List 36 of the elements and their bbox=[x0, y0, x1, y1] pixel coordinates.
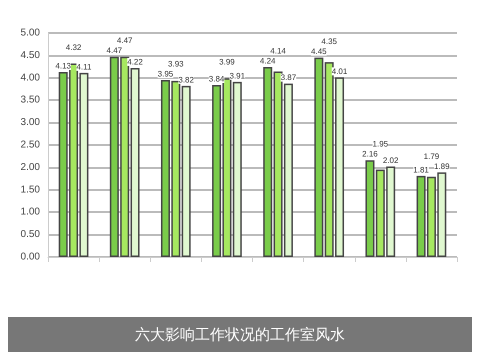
data-label: 3.91 bbox=[230, 71, 246, 80]
data-label: 3.99 bbox=[219, 58, 236, 67]
y-tick-label: 4.00 bbox=[20, 72, 40, 84]
y-tick-label: 3.00 bbox=[20, 117, 40, 128]
data-label: 4.22 bbox=[127, 57, 144, 66]
data-label: 3.84 bbox=[208, 74, 225, 84]
data-label: 4.24 bbox=[260, 56, 276, 66]
data-label: 4.32 bbox=[66, 42, 82, 52]
data-label: 1.95 bbox=[372, 140, 389, 149]
data-label: 4.01 bbox=[332, 66, 348, 76]
data-label: 3.93 bbox=[168, 60, 184, 69]
data-label: 3.82 bbox=[178, 75, 194, 84]
data-label: 1.89 bbox=[434, 162, 450, 171]
data-label: 1.81 bbox=[413, 165, 430, 174]
data-label: 4.47 bbox=[106, 46, 123, 56]
data-label: 4.13 bbox=[55, 61, 72, 70]
data-label: 1.79 bbox=[424, 152, 440, 161]
data-label: 4.14 bbox=[270, 46, 286, 56]
data-label: 4.11 bbox=[76, 62, 92, 72]
y-tick-label: 5.00 bbox=[20, 28, 40, 38]
text: 六大影响工作状况的工作室风水 bbox=[135, 326, 345, 344]
y-tick-label: 2.50 bbox=[20, 140, 40, 150]
data-label: 4.35 bbox=[321, 37, 338, 46]
y-tick-label: 3.50 bbox=[20, 94, 40, 106]
data-label: 3.95 bbox=[158, 70, 174, 79]
data-label: 2.16 bbox=[362, 150, 378, 159]
y-tick-label: 2.00 bbox=[20, 162, 40, 173]
data-label: 2.02 bbox=[382, 156, 399, 166]
data-label: 4.47 bbox=[116, 36, 134, 46]
y-tick-label: 1.50 bbox=[20, 184, 40, 196]
y-tick-label: 0.50 bbox=[20, 229, 40, 240]
data-label: 4.45 bbox=[311, 47, 328, 56]
data-label: 3.87 bbox=[280, 73, 297, 82]
y-tick-label: 4.50 bbox=[20, 50, 40, 61]
y-tick-label: 0.00 bbox=[20, 252, 40, 262]
y-tick-label: 1.00 bbox=[20, 206, 40, 218]
